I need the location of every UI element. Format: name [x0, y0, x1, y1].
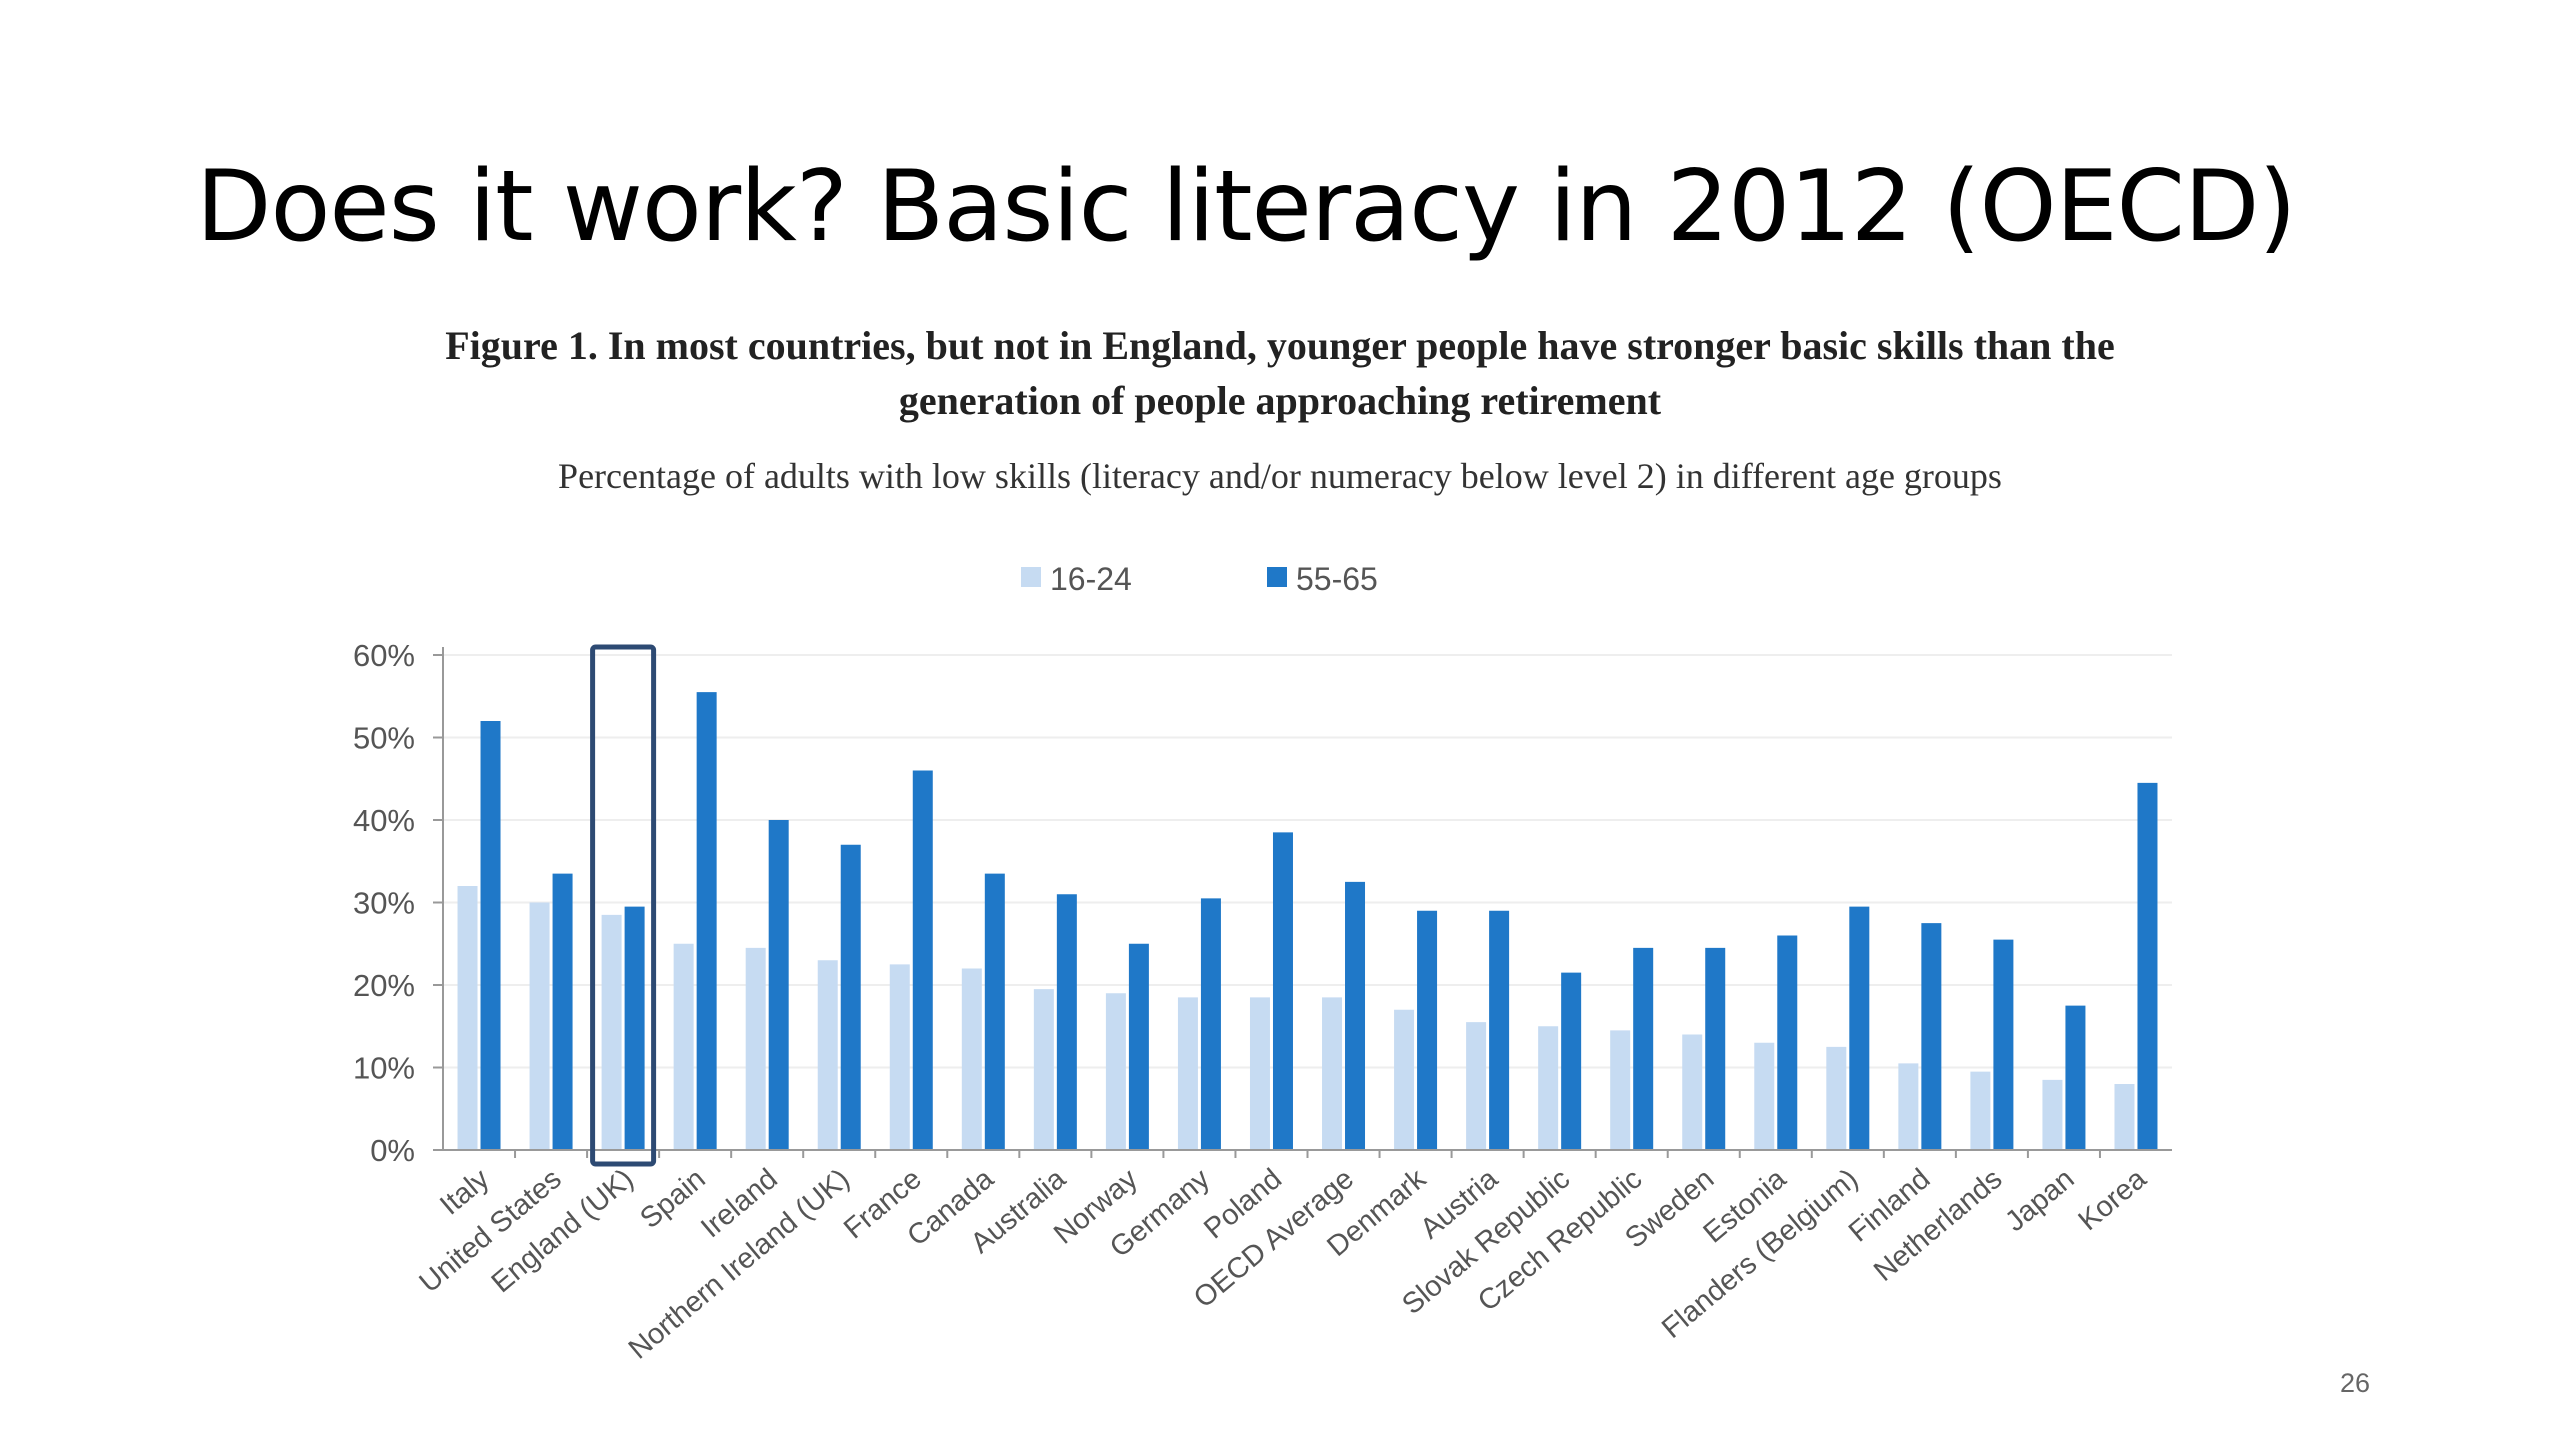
bar-55-65-italy: [480, 721, 501, 1150]
bar-55-65-ireland: [768, 820, 789, 1150]
bar-16-24-poland: [1249, 997, 1270, 1150]
bar-55-65-australia: [1056, 894, 1077, 1150]
bar-16-24-netherlands: [1970, 1071, 1991, 1150]
bar-16-24-korea: [2114, 1084, 2135, 1150]
bar-55-65-netherlands: [1993, 939, 2014, 1150]
bar-16-24-united-states: [529, 902, 550, 1150]
legend-swatch-55-65: [1267, 567, 1287, 587]
bar-55-65-oecd-average: [1345, 881, 1366, 1150]
bar-16-24-flanders-belgium: [1826, 1046, 1847, 1150]
bar-55-65-northern-ireland-uk: [840, 844, 861, 1150]
bar-55-65-poland: [1272, 832, 1293, 1150]
figure-caption: Figure 1. In most countries, but not in …: [230, 318, 2330, 428]
highlight-box-layer: [590, 644, 657, 1167]
bar-16-24-czech-republic: [1610, 1030, 1631, 1150]
page-number: 26: [2340, 1368, 2371, 1398]
bar-16-24-finland: [1898, 1063, 1919, 1150]
bar-16-24-denmark: [1394, 1009, 1415, 1150]
bar-16-24-france: [889, 964, 910, 1150]
chart-bars: [457, 692, 2158, 1150]
y-axis-tick-labels: 0% 10% 20% 30% 40% 50% 60%: [353, 638, 415, 1168]
x-tick-label: Japan: [1999, 1163, 2080, 1238]
y-tick-label: 10%: [353, 1051, 415, 1086]
bar-55-65-estonia: [1777, 935, 1798, 1150]
bar-55-65-canada: [984, 873, 1005, 1150]
bar-16-24-estonia: [1754, 1042, 1775, 1150]
y-tick-label: 0%: [370, 1133, 415, 1168]
bar-55-65-germany: [1200, 898, 1221, 1150]
y-tick-label: 30%: [353, 886, 415, 921]
chart-axes: [433, 647, 2172, 1158]
bar-55-65-united-states: [552, 873, 573, 1150]
y-tick-label: 20%: [353, 968, 415, 1003]
legend-label-55-65: 55-65: [1296, 561, 1378, 597]
bar-16-24-japan: [2042, 1079, 2063, 1150]
bar-55-65-england-uk: [624, 906, 645, 1150]
bar-55-65-flanders-belgium: [1849, 906, 1870, 1150]
bar-16-24-northern-ireland-uk: [817, 960, 838, 1150]
bar-16-24-australia: [1033, 989, 1054, 1150]
bar-16-24-italy: [457, 886, 478, 1150]
bar-16-24-oecd-average: [1322, 997, 1343, 1150]
legend-swatch-16-24: [1021, 567, 1041, 587]
bar-55-65-czech-republic: [1633, 947, 1654, 1150]
x-tick-label: Korea: [2073, 1162, 2154, 1237]
figure-caption-line-1: Figure 1. In most countries, but not in …: [445, 323, 2115, 368]
chart-gridlines: [443, 654, 2172, 1069]
bar-55-65-slovak-republic: [1561, 972, 1582, 1150]
bar-16-24-germany: [1177, 997, 1198, 1150]
bar-16-24-norway: [1105, 993, 1126, 1150]
bar-55-65-france: [912, 770, 933, 1150]
chart-legend: 16-24 55-65: [1021, 561, 1378, 597]
bar-55-65-austria: [1489, 910, 1510, 1150]
legend-label-16-24: 16-24: [1050, 561, 1132, 597]
highlight-box-england: [590, 644, 657, 1167]
y-tick-label: 50%: [353, 721, 415, 756]
bar-55-65-spain: [696, 692, 717, 1150]
bar-16-24-austria: [1466, 1022, 1487, 1150]
figure-caption-line-2: generation of people approaching retirem…: [898, 378, 1662, 423]
bar-16-24-england-uk: [601, 914, 622, 1150]
bar-16-24-sweden: [1682, 1034, 1703, 1150]
y-tick-label: 60%: [353, 638, 415, 673]
bar-16-24-canada: [961, 968, 982, 1150]
figure-subtitle: Percentage of adults with low skills (li…: [558, 456, 2002, 496]
bar-16-24-spain: [673, 943, 694, 1150]
bar-55-65-korea: [2137, 782, 2158, 1150]
bar-55-65-japan: [2065, 1005, 2086, 1150]
bar-16-24-slovak-republic: [1538, 1026, 1559, 1150]
bar-55-65-sweden: [1705, 947, 1726, 1150]
bar-55-65-denmark: [1417, 910, 1438, 1150]
bar-55-65-finland: [1921, 923, 1942, 1150]
bar-55-65-norway: [1128, 943, 1149, 1150]
bar-16-24-ireland: [745, 947, 766, 1150]
y-tick-label: 40%: [353, 803, 415, 838]
slide-title: Does it work? Basic literacy in 2012 (OE…: [196, 150, 2297, 264]
